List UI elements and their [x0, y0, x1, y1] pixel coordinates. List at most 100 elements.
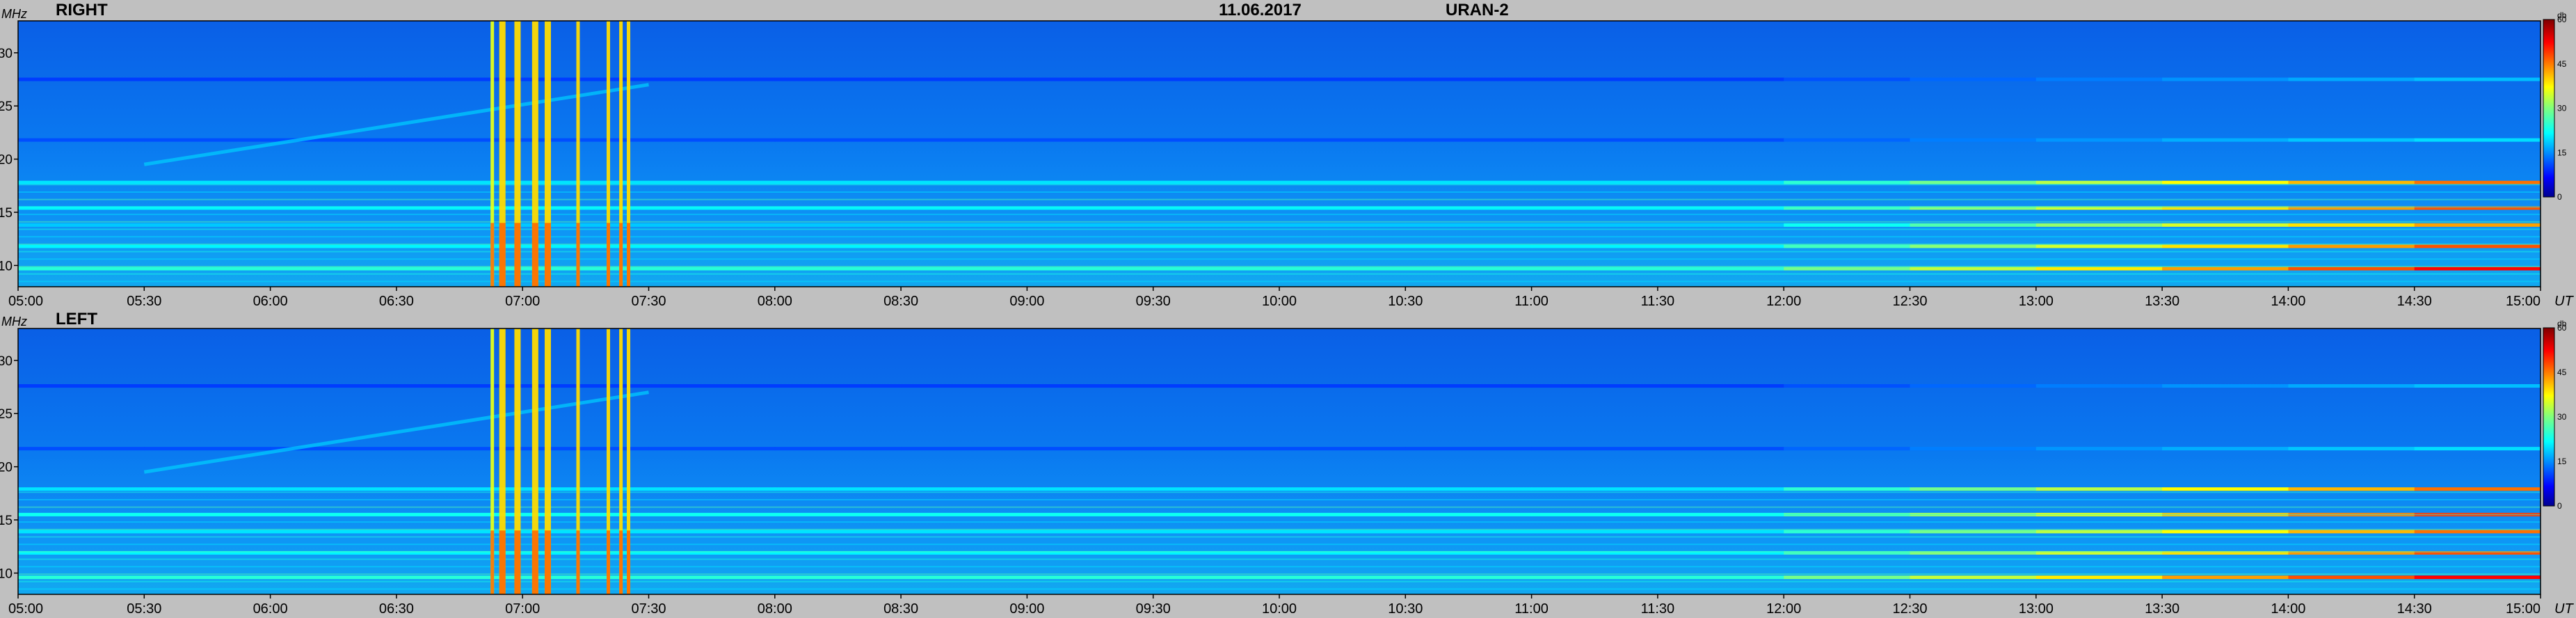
x-tick-label: 06:30 [379, 294, 414, 309]
rfi-band-segment [1657, 267, 1784, 271]
x-tick-label: 10:30 [1388, 294, 1423, 309]
noise-line [18, 588, 2541, 590]
x-tick-label: 15:00 [2506, 601, 2541, 617]
rfi-band-segment [2162, 77, 2289, 81]
rfi-band-segment [1784, 447, 1910, 451]
rfi-band-segment [648, 447, 776, 451]
colorbar-tick-label: 0 [2557, 501, 2562, 511]
rfi-band-segment [901, 447, 1027, 451]
rfi-band-segment [18, 206, 145, 210]
rfi-band-segment [1279, 138, 1406, 142]
rfi-band-segment [270, 487, 397, 491]
x-tick-label: 06:00 [253, 601, 288, 617]
burst-core [619, 223, 623, 287]
rfi-band-segment [1027, 576, 1154, 580]
rfi-band-segment [18, 384, 145, 388]
rfi-band-segment [901, 180, 1027, 184]
burst-core [514, 223, 521, 287]
rfi-band-segment [1279, 512, 1406, 516]
rfi-band-segment [2288, 180, 2415, 184]
burst-core [576, 223, 580, 287]
rfi-band-segment [1153, 138, 1280, 142]
rfi-band-segment [2162, 512, 2289, 516]
rfi-band-segment [1784, 384, 1910, 388]
burst-core [499, 223, 506, 287]
noise-line [18, 521, 2541, 523]
rfi-band-segment [396, 223, 523, 227]
rfi-band-segment [18, 267, 145, 271]
rfi-band-segment [270, 206, 397, 210]
rfi-band-segment [522, 180, 649, 184]
rfi-band-segment [18, 244, 145, 248]
burst-column [576, 21, 580, 287]
rfi-band-segment [522, 384, 649, 388]
rfi-band-segment [1027, 138, 1154, 142]
rfi-band-segment [1279, 447, 1406, 451]
rfi-band-segment [2035, 447, 2163, 451]
burst-core [531, 223, 538, 287]
rfi-band-segment [1657, 550, 1784, 555]
rfi-band-segment [774, 244, 902, 248]
rfi-band-segment [1027, 550, 1154, 555]
y-tick-label: 20 [0, 461, 13, 475]
x-tick-label: 06:30 [379, 601, 414, 617]
burst-column [544, 21, 551, 287]
rfi-band-segment [1910, 512, 2037, 516]
rfi-band-segment [1910, 138, 2037, 142]
rfi-band-segment [2162, 384, 2289, 388]
rfi-band-segment [2414, 223, 2541, 227]
colorbar-tick-label: 0 [2557, 192, 2562, 202]
rfi-band-segment [1531, 138, 1658, 142]
rfi-band-segment [1153, 550, 1280, 555]
x-tick-label: 09:30 [1136, 294, 1171, 309]
burst-column [514, 21, 521, 287]
noise-line [18, 528, 2541, 530]
x-tick-label: 05:00 [8, 601, 43, 617]
rfi-band-segment [18, 530, 145, 534]
rfi-band-segment [1027, 267, 1154, 271]
noise-line [18, 580, 2541, 583]
rfi-band-segment [1279, 487, 1406, 491]
rfi-band-segment [648, 530, 776, 534]
burst-core [499, 530, 506, 594]
burst-column [531, 328, 538, 594]
rfi-band-segment [648, 267, 776, 271]
rfi-band-segment [774, 530, 902, 534]
rfi-band-segment [2414, 180, 2541, 184]
noise-line [18, 566, 2541, 568]
rfi-band-segment [2288, 512, 2415, 516]
rfi-band-segment [2162, 576, 2289, 580]
rfi-band-segment [1153, 384, 1280, 388]
panel-right: RIGHT MHz 10 15 20 25 30 05:00 05:30 06:00 06:30 07… [0, 1, 2574, 309]
rfi-band-segment [774, 384, 902, 388]
x-tick-label: 10:00 [1262, 294, 1297, 309]
rfi-band-segment [396, 267, 523, 271]
rfi-band-segment [270, 447, 397, 451]
rfi-band-segment [522, 447, 649, 451]
burst-column [490, 328, 495, 594]
rfi-band-segment [1405, 267, 1533, 271]
y-tick-label: 10 [0, 259, 13, 274]
rfi-band-segment [2162, 550, 2289, 555]
burst-column [626, 328, 630, 594]
rfi-band-segment [1027, 487, 1154, 491]
burst-core [576, 530, 580, 594]
rfi-band-segment [648, 576, 776, 580]
noise-line [18, 228, 2541, 230]
x-tick-label: 13:00 [2019, 601, 2054, 617]
rfi-band-segment [1405, 180, 1533, 184]
x-tick-label: 08:30 [883, 601, 918, 617]
rfi-band-segment [522, 576, 649, 580]
rfi-band-segment [522, 530, 649, 534]
colorbar-unit: db [2557, 319, 2567, 328]
rfi-band-segment [901, 487, 1027, 491]
rfi-band-segment [522, 223, 649, 227]
noise-line [18, 251, 2541, 253]
rfi-band-segment [1405, 244, 1533, 248]
noise-line [18, 184, 2541, 186]
rfi-band-segment [270, 138, 397, 142]
rfi-band-segment [1153, 487, 1280, 491]
rfi-band-segment [2035, 512, 2163, 516]
burst-column [514, 328, 521, 594]
